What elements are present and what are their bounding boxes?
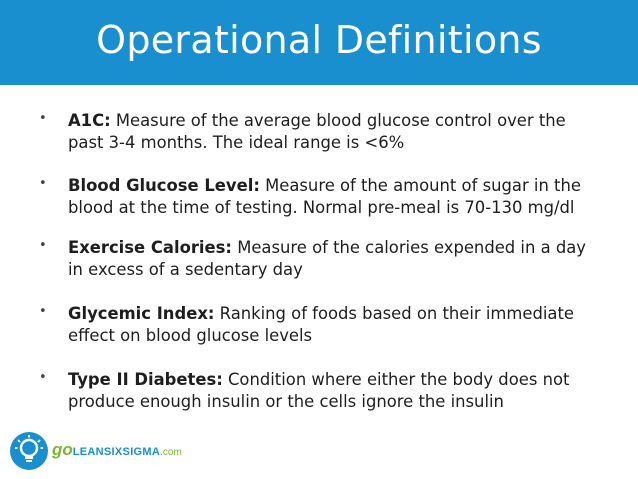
definition-item-type-ii-diabetes: • Type II Diabetes: Condition where eith… bbox=[39, 369, 598, 413]
bullet-icon: • bbox=[39, 370, 47, 385]
definition-text: Measure of the average blood glucose con… bbox=[68, 111, 566, 152]
logo-suffix: .com bbox=[160, 447, 182, 458]
definition-item-glycemic-index: • Glycemic Index: Ranking of foods based… bbox=[39, 303, 598, 347]
definition-text: Measure of the amount of sugar in the bl… bbox=[68, 176, 581, 217]
bullet-icon: • bbox=[39, 304, 47, 319]
logo-prefix: go bbox=[52, 440, 73, 459]
definition-term: Exercise Calories: bbox=[68, 238, 232, 257]
bullet-icon: • bbox=[39, 111, 47, 126]
logo-wordmark: goLEANSIXSIGMA.com bbox=[52, 440, 182, 463]
definition-item-blood-glucose-level: • Blood Glucose Level: Measure of the am… bbox=[39, 175, 598, 219]
definition-term: Glycemic Index: bbox=[68, 304, 215, 323]
definition-term: A1C: bbox=[68, 111, 111, 130]
goleansixsigma-logo: goLEANSIXSIGMA.com bbox=[10, 432, 210, 470]
definition-term: Type II Diabetes: bbox=[68, 370, 223, 389]
definition-text: Ranking of foods based on their immediat… bbox=[68, 304, 574, 345]
definition-text: Condition where either the body does not… bbox=[68, 370, 570, 411]
bullet-icon: • bbox=[39, 238, 47, 253]
title-bar: Operational Definitions bbox=[0, 0, 638, 85]
definition-item-exercise-calories: • Exercise Calories: Measure of the calo… bbox=[39, 237, 598, 281]
bullet-icon: • bbox=[39, 176, 47, 191]
page-title: Operational Definitions bbox=[96, 18, 542, 62]
definition-term: Blood Glucose Level: bbox=[68, 176, 260, 195]
lightbulb-icon bbox=[10, 432, 48, 470]
definition-item-a1c: • A1C: Measure of the average blood gluc… bbox=[39, 110, 598, 154]
definition-text: Measure of the calories expended in a da… bbox=[68, 238, 586, 279]
logo-name: LEANSIXSIGMA bbox=[72, 446, 161, 458]
